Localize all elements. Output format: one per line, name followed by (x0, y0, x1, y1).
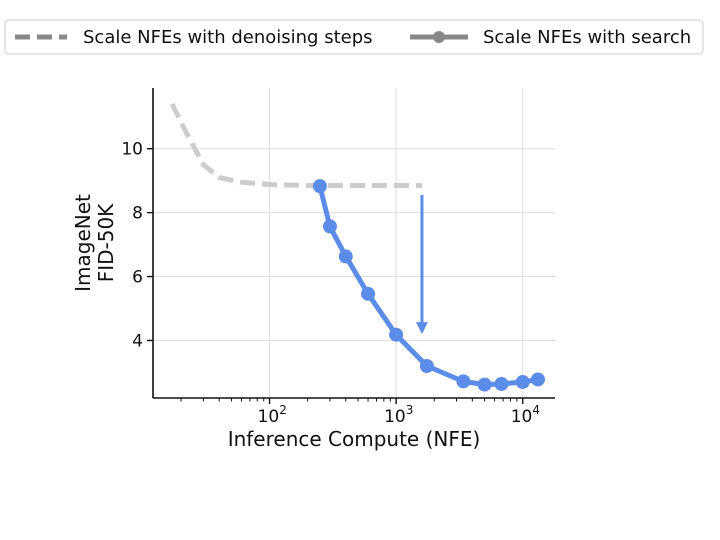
y-tick-label: 8 (132, 204, 143, 224)
y-tick-label: 6 (132, 268, 143, 288)
ticks: 4 6 8 10 102 103 104 (121, 140, 540, 427)
y-tick-label: 10 (121, 140, 143, 160)
arrow-head (415, 322, 428, 335)
x-tick-label: 104 (511, 403, 540, 427)
search-point (494, 376, 509, 391)
search-point (530, 372, 545, 387)
y-axis-title-line-1: ImageNet (71, 194, 95, 292)
grid (153, 88, 555, 398)
search-point (322, 219, 337, 234)
x-axis-title: Inference Compute (NFE) (228, 427, 481, 451)
search-point (338, 249, 353, 264)
search-point (419, 359, 434, 374)
x-tick-label: 102 (258, 403, 287, 427)
annotation-layer (415, 195, 428, 335)
y-tick-label: 4 (132, 331, 143, 351)
search-point (477, 377, 492, 392)
legend: Scale NFEs with denoising steps Scale NF… (4, 19, 704, 55)
legend-label-denoising: Scale NFEs with denoising steps (83, 27, 373, 48)
search-point (312, 179, 327, 194)
legend-frame (4, 19, 704, 55)
legend-swatch-marker (433, 31, 445, 43)
x-tick-label: 103 (384, 403, 413, 427)
search-series-line (317, 185, 539, 388)
search-point (389, 327, 404, 342)
series-layer (169, 102, 545, 392)
search-point (456, 374, 471, 389)
search-point (361, 286, 376, 301)
y-axis-title: ImageNet FID-50K (71, 194, 118, 292)
legend-label-search: Scale NFEs with search (483, 27, 691, 48)
y-axis-title-line-2: FID-50K (94, 203, 118, 282)
denoising-series-line (169, 102, 422, 188)
search-point (515, 375, 530, 390)
